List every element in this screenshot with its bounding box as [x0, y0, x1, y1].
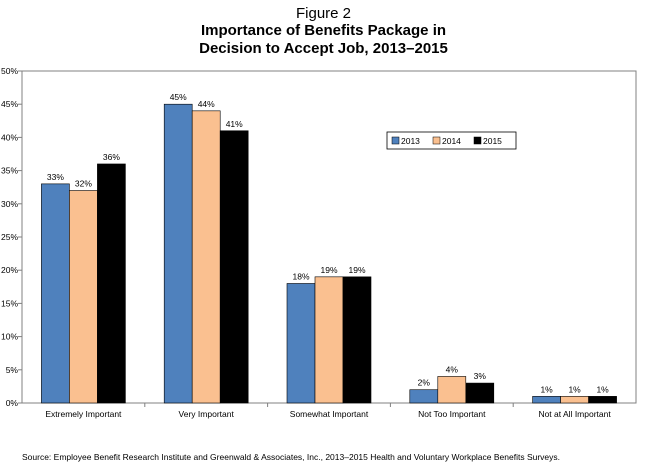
bar	[560, 396, 589, 404]
bar	[532, 396, 561, 404]
bar	[465, 382, 495, 404]
bar-data-label: 36%	[103, 152, 120, 162]
bar	[69, 190, 98, 404]
legend-label: 2013	[401, 136, 420, 146]
bar	[219, 130, 249, 404]
bar-data-label: 3%	[474, 371, 487, 381]
x-category-label: Somewhat Important	[290, 409, 369, 419]
bar	[163, 103, 193, 404]
legend-label: 2014	[442, 136, 461, 146]
y-tick-label: 50%	[1, 66, 18, 76]
legend-swatch	[391, 136, 400, 145]
legend-label: 2015	[483, 136, 502, 146]
chart-title-line-1: Importance of Benefits Package in	[200, 22, 447, 39]
y-tick-label: 15%	[1, 298, 18, 308]
bar-data-label: 45%	[170, 92, 187, 102]
y-tick-label: 40%	[1, 132, 18, 142]
bar	[314, 276, 344, 404]
bar	[97, 163, 126, 404]
bar	[437, 376, 467, 404]
bar-data-label: 32%	[75, 179, 92, 189]
legend-box	[386, 131, 517, 150]
y-tick-label: 45%	[1, 99, 18, 109]
x-category-label: Very Important	[179, 409, 235, 419]
bar-data-label: 19%	[320, 265, 337, 275]
legend-swatch	[432, 136, 441, 145]
y-tick-label: 0%	[6, 398, 19, 408]
bar-data-label: 4%	[446, 364, 459, 374]
bar-data-label: 18%	[292, 271, 309, 281]
figure-label: Figure 2	[295, 5, 352, 22]
x-category-label: Extremely Important	[45, 409, 122, 419]
bar	[41, 183, 70, 404]
chart-title: Importance of Benefits Package in Decisi…	[0, 22, 647, 58]
bar-data-label: 33%	[47, 172, 64, 182]
x-category-label: Not at All Important	[538, 409, 611, 419]
y-tick-label: 20%	[1, 265, 18, 275]
bar	[409, 389, 439, 404]
bar-data-label: 2%	[418, 378, 431, 388]
bar-data-label: 1%	[596, 384, 609, 394]
legend-swatch	[473, 136, 482, 145]
bar-data-label: 1%	[540, 384, 553, 394]
y-tick-label: 25%	[1, 232, 18, 242]
bar-data-label: 41%	[226, 119, 243, 129]
bar	[191, 110, 221, 404]
x-category-label: Not Too Important	[418, 409, 486, 419]
bar	[588, 396, 617, 404]
bar-data-label: 1%	[568, 384, 581, 394]
source-note: Source: Employee Benefit Research Instit…	[22, 452, 561, 462]
y-tick-label: 5%	[6, 365, 19, 375]
bar-data-label: 44%	[198, 99, 215, 109]
y-tick-label: 30%	[1, 199, 18, 209]
bar	[286, 283, 316, 404]
bar-data-label: 19%	[348, 265, 365, 275]
y-tick-label: 10%	[1, 332, 18, 342]
y-tick-label: 35%	[1, 166, 18, 176]
chart-title-line-2: Decision to Accept Job, 2013–2015	[199, 40, 448, 57]
bar	[342, 276, 372, 404]
